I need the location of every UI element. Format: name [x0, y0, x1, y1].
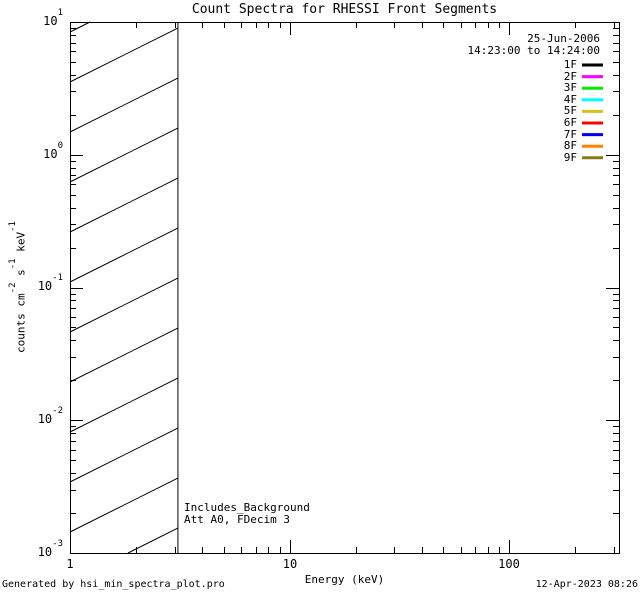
hatch-line — [69, 327, 179, 383]
hatch-line — [69, 277, 179, 333]
legend-label-3f: 3F — [563, 81, 577, 94]
legend-label-8f: 8F — [563, 139, 577, 152]
legend-label-6f: 6F — [563, 116, 577, 129]
y-tick-label-10e-3: 10-3 — [37, 539, 63, 559]
hatch-line — [69, 377, 179, 433]
hatch-line — [69, 27, 179, 83]
legend-label-5f: 5F — [563, 104, 577, 117]
legend-label-2f: 2F — [563, 70, 577, 83]
legend-label-7f: 7F — [563, 128, 577, 141]
chart-title: Count Spectra for RHESSI Front Segments — [191, 2, 498, 17]
y-tick-label-10e-1: 10-1 — [37, 273, 63, 293]
obs-date: 25-Jun-2006 — [527, 32, 600, 45]
x-axis-title: Energy (keV) — [304, 573, 385, 586]
annotation-attenuator-state: Att A0, FDecim 3 — [184, 513, 290, 526]
hatch-line — [127, 527, 179, 554]
footer-timestamp: 12-Apr-2023 08:26 — [535, 579, 638, 590]
plot-frame — [70, 22, 620, 554]
x-tick-label-1: 1 — [66, 557, 74, 571]
hatch-line — [69, 21, 91, 33]
hatch-line — [69, 77, 179, 133]
legend-label-1f: 1F — [563, 58, 577, 71]
x-tick-label-10: 10 — [282, 557, 298, 571]
y-tick-label-10e-2: 10-2 — [37, 406, 63, 426]
hatch-line — [69, 127, 179, 183]
legend-label-9f: 9F — [563, 151, 577, 164]
hatch-line — [69, 427, 179, 483]
hatch-line — [69, 177, 179, 233]
y-tick-label-10e1: 101 — [43, 8, 63, 28]
obs-time-range: 14:23:00 to 14:24:00 — [467, 44, 600, 57]
hatch-line — [69, 227, 179, 283]
legend-label-4f: 4F — [563, 93, 577, 106]
footer-generated-by: Generated by hsi_min_spectra_plot.pro — [2, 579, 225, 590]
y-axis-title: counts cm-2 s-1 keV-1 — [8, 221, 28, 353]
annotation-includes-background: Includes_Background — [184, 501, 310, 514]
hatch-line — [69, 477, 179, 533]
y-tick-label-10e0: 100 — [43, 141, 63, 161]
x-tick-label-100: 100 — [498, 557, 520, 571]
